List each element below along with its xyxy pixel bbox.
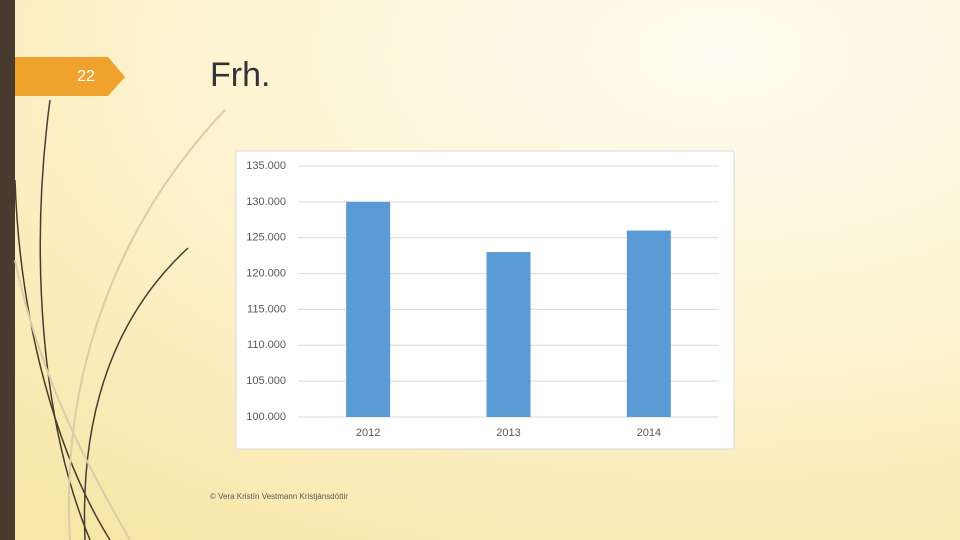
x-tick-label: 2014 <box>637 427 661 439</box>
slide-number: 22 <box>77 68 95 85</box>
y-tick-label: 110.000 <box>247 339 286 351</box>
bar <box>626 230 671 417</box>
y-tick-label: 125.000 <box>246 232 286 244</box>
y-tick-label: 130.000 <box>246 196 286 208</box>
slide-number-tag <box>15 57 125 96</box>
y-tick-label: 115.000 <box>247 303 286 315</box>
y-tick-label: 100.000 <box>246 411 286 423</box>
slide-title: Frh. <box>210 56 270 94</box>
bar <box>486 252 531 417</box>
x-tick-label: 2013 <box>496 427 520 439</box>
decorative-curves <box>14 99 226 540</box>
y-tick-label: 105.000 <box>246 375 286 387</box>
chart: 100.000 105.000 110.000 115.000 120.000 125.0… <box>246 160 719 439</box>
footer: © Vera Kristín Vestmann Kristjánsdóttir <box>210 492 348 501</box>
y-tick-label: 120.000 <box>246 267 286 279</box>
bar <box>346 201 391 417</box>
y-tick-label: 135.000 <box>246 160 286 172</box>
side-stripe <box>0 0 15 540</box>
x-tick-label: 2012 <box>356 427 380 439</box>
